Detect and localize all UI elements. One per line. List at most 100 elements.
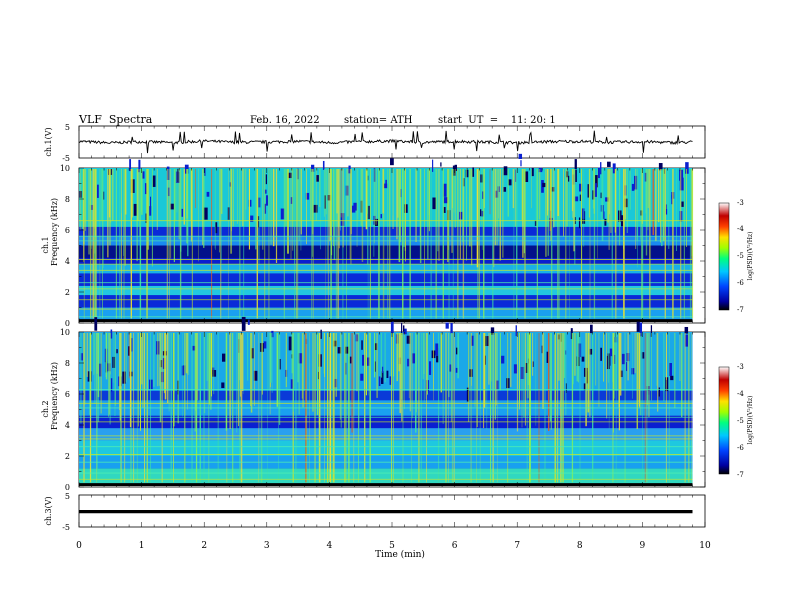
sferic-line (237, 333, 239, 404)
sferic-line (157, 333, 159, 387)
sferic-line (612, 333, 613, 383)
ch3-ylabel: ch.3(V) (44, 496, 53, 525)
sferic-line (587, 333, 590, 413)
spectrogram-patch (360, 373, 364, 381)
sferic-line (609, 169, 610, 215)
sferic-line (287, 169, 289, 254)
sferic-line (107, 169, 109, 258)
figure-title: VLF Spectra (79, 113, 153, 126)
spectrogram-patch (380, 214, 382, 219)
spectrogram-patch (337, 347, 342, 354)
sferic-line (674, 333, 676, 409)
spectrogram-patch (658, 387, 660, 397)
sferic-line (164, 333, 167, 400)
sferic-line (83, 169, 85, 262)
sferic-line (572, 169, 574, 208)
sferic-line (95, 169, 97, 238)
sferic-line (100, 333, 102, 414)
sferic-line (415, 169, 418, 221)
sferic-line (689, 169, 692, 319)
sferic-line (640, 169, 641, 240)
ch1-freq-tick-10: 10 (60, 164, 70, 173)
sferic-line (285, 333, 287, 387)
spectrogram-patch (586, 371, 589, 384)
sferic-line (489, 333, 491, 381)
sferic-line (629, 169, 631, 210)
spectrogram-patch (665, 204, 668, 215)
spectrogram-patch (248, 199, 252, 207)
sferic-line (625, 169, 627, 220)
sferic-line (452, 169, 454, 319)
sferic-line (327, 169, 329, 319)
spectrogram-patch (541, 345, 543, 354)
spectrogram-patch (150, 196, 152, 211)
sferic-line (94, 169, 95, 229)
spectrogram-patch (626, 362, 628, 371)
sferic-line (94, 169, 96, 319)
sferic-line (264, 169, 266, 319)
sferic-line (156, 169, 158, 230)
spectrogram-patch (212, 369, 217, 377)
sferic-line (285, 169, 287, 227)
sferic-line (516, 169, 518, 319)
sferic-line (333, 169, 336, 261)
spectrogram-patch (508, 179, 512, 186)
sferic-line (102, 169, 103, 319)
sferic-line (311, 169, 313, 319)
time-tick-label: 6 (452, 541, 458, 551)
spectrogram-patch (669, 363, 672, 377)
sferic-line (320, 169, 321, 250)
ch2-freq-tick-4: 4 (65, 421, 70, 430)
sferic-line (635, 169, 637, 249)
spectrogram-patch (259, 343, 264, 352)
sferic-line (173, 169, 175, 263)
sferic-line (365, 333, 367, 396)
spectrogram-patch (624, 198, 628, 208)
sferic-line (404, 333, 405, 410)
sferic-line (516, 333, 519, 432)
spectrogram-patch (542, 182, 546, 188)
sferic-line (100, 169, 103, 221)
sferic-line (346, 169, 347, 319)
sferic-line (121, 169, 122, 214)
spectrogram-patch (550, 187, 555, 192)
sferic-line (490, 333, 492, 382)
date-label: Feb. 16, 2022 (250, 115, 320, 126)
spectrogram-patch (263, 341, 267, 349)
sferic-line (606, 333, 608, 419)
spectrogram-patch (454, 164, 457, 171)
sferic-line (384, 333, 386, 383)
sferic-line (243, 169, 245, 319)
sferic-line (415, 333, 417, 433)
sferic-line (538, 169, 541, 220)
spectrogram-patch (620, 370, 623, 378)
sferic-line (292, 169, 294, 251)
sferic-line (641, 169, 643, 224)
sferic-line (558, 169, 560, 319)
sferic-line (85, 169, 86, 231)
sferic-line (310, 169, 312, 220)
sferic-line (103, 169, 104, 269)
sferic-line (636, 169, 639, 241)
sferic-line (469, 169, 471, 247)
sferic-line (603, 333, 605, 382)
sferic-line (312, 169, 314, 319)
sferic-line (583, 169, 585, 247)
sferic-line (409, 333, 411, 412)
spectrogram-patch (600, 162, 602, 175)
spectrogram-patch (658, 163, 663, 171)
sferic-line (585, 333, 587, 416)
spectrogram-patch (181, 208, 184, 217)
sferic-line (459, 169, 461, 260)
spectrogram-patch (128, 346, 132, 356)
spectrogram-patch (247, 319, 250, 325)
spectrogram-patch (471, 335, 474, 346)
spectrogram-patch (264, 203, 267, 214)
spectrogram-patch (684, 326, 689, 334)
spectrogram-band (79, 285, 693, 296)
spectrogram-patch (646, 386, 650, 395)
spectrogram-patch (182, 365, 186, 375)
ch2-freq-tick-0: 0 (65, 483, 70, 492)
sferic-line (595, 333, 597, 386)
sferic-line (272, 169, 275, 247)
